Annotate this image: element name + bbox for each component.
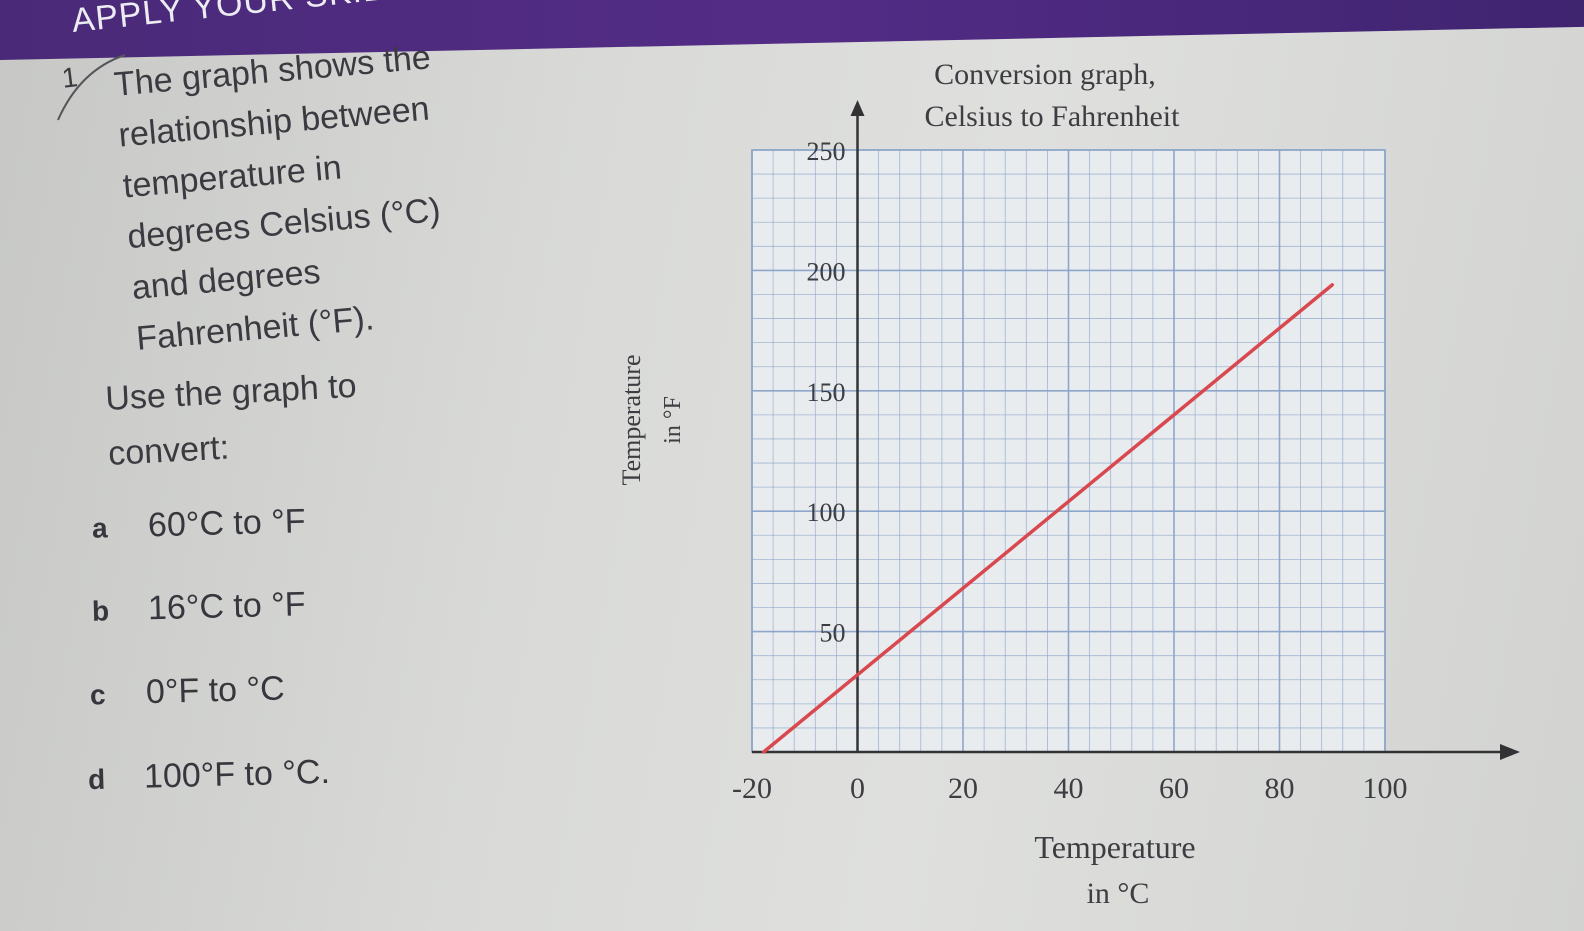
- y-tick-label: 50: [820, 619, 846, 648]
- y-axis-label: in °F: [660, 396, 686, 444]
- x-tick-label: 80: [1265, 772, 1295, 805]
- y-tick-label: 250: [807, 137, 846, 166]
- x-axis-label: in °C: [1087, 877, 1150, 910]
- chart-title: Celsius to Fahrenheit: [925, 100, 1181, 133]
- x-tick-label: 60: [1159, 772, 1189, 805]
- x-axis-arrow-icon: [1500, 744, 1520, 760]
- x-tick-label: -20: [732, 772, 772, 805]
- chart-title: Conversion graph,: [934, 58, 1156, 91]
- y-tick-label: 200: [807, 257, 846, 286]
- y-tick-label: 100: [807, 498, 846, 527]
- x-tick-label: 100: [1363, 772, 1408, 805]
- question-swoosh-icon: [57, 54, 126, 121]
- chart-axes: [752, 100, 1520, 760]
- chart-series: [761, 283, 1334, 754]
- y-axis-arrow-icon: [850, 100, 865, 116]
- chart-labels: Conversion graph, Celsius to Fahrenheit …: [617, 58, 1408, 910]
- y-tick-label: 150: [807, 378, 846, 407]
- chart-grid: [751, 149, 1386, 753]
- y-axis-label: Temperature: [617, 355, 646, 486]
- x-tick-label: 0: [850, 772, 865, 805]
- x-axis-label: Temperature: [1034, 829, 1195, 865]
- x-tick-label: 40: [1054, 772, 1084, 805]
- conversion-line: [761, 283, 1334, 754]
- x-tick-label: 20: [948, 772, 978, 805]
